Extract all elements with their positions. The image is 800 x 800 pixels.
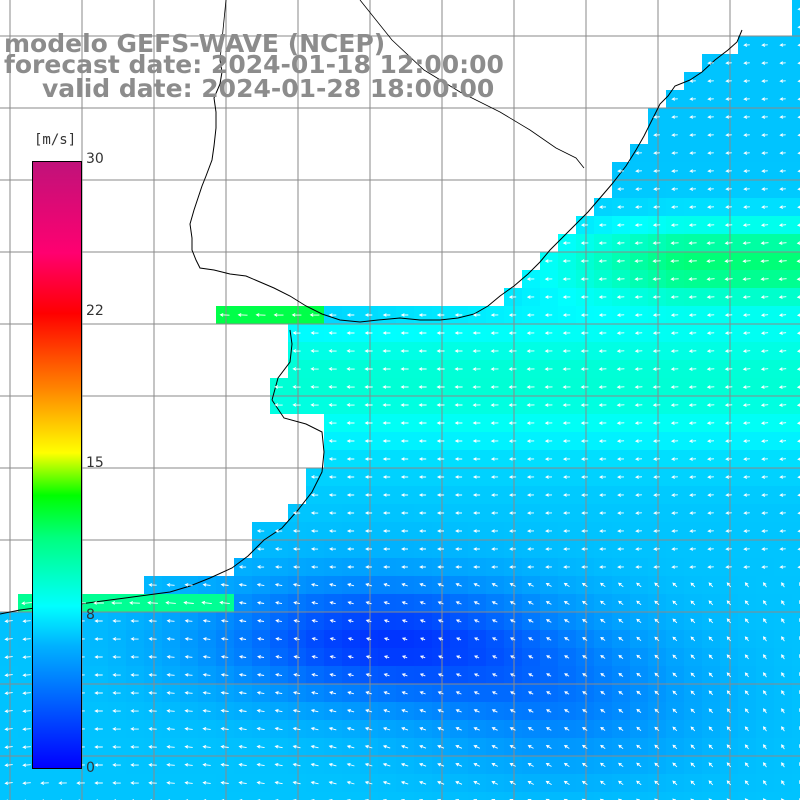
colorbar-tick-0: 0 [86, 760, 95, 776]
colorbar-tick-8: 8 [86, 607, 95, 623]
coastline [189, 29, 743, 323]
inland-boundary [219, 0, 585, 169]
coastline-south [0, 329, 325, 615]
title-line-valid-date: valid date: 2024-01-28 18:00:00 [42, 74, 495, 103]
title-line-model: modelo GEFS-WAVE (NCEP) [4, 29, 386, 58]
colorbar-tick-22: 22 [86, 303, 104, 319]
wind-vectors [4, 7, 800, 800]
colorbar-tick-15: 15 [86, 455, 104, 471]
colorbar-unit: [m/s] [34, 132, 77, 148]
colorbar-tick-30: 30 [86, 151, 104, 167]
colorbar [32, 161, 82, 769]
title-line-forecast-date: forecast date: 2024-01-18 12:00:00 [4, 50, 504, 79]
